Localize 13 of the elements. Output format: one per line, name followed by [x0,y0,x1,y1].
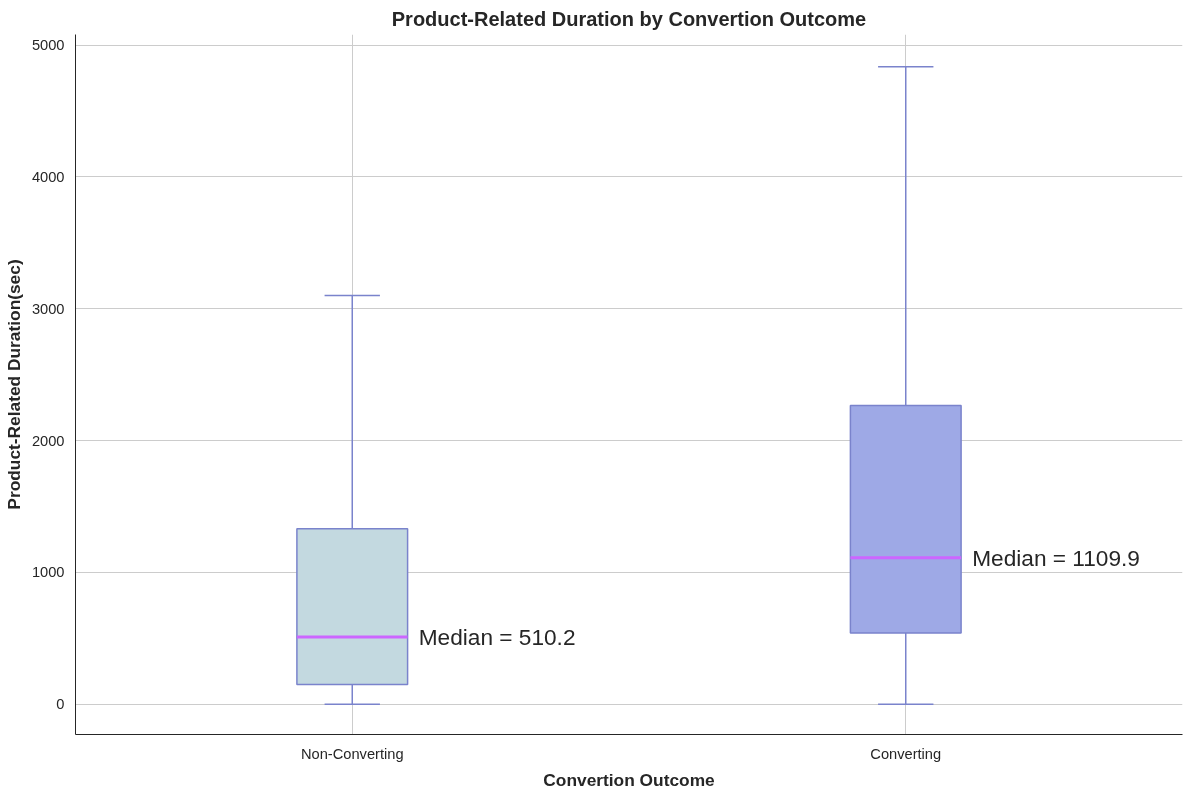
x-tick-label: Non-Converting [300,745,404,762]
y-tick-label: 1000 [31,564,65,581]
y-tick-label: 4000 [31,168,65,185]
y-tick-label: 3000 [31,300,65,317]
x-tick-label: Converting [870,745,942,762]
chart-title: Product-Related Duration by Convertion Outcome [391,7,867,30]
annotation: Median = 1109.9 [972,544,1140,571]
y-tick-label: 5000 [31,37,65,54]
annotation: Median = 510.2 [418,623,576,650]
y-axis-title: Product-Related Duration(sec) [3,259,24,510]
y-tick-label: 0 [56,696,65,713]
y-tick-label: 2000 [31,432,65,449]
x-axis-title: Convertion Outcome [543,769,716,790]
